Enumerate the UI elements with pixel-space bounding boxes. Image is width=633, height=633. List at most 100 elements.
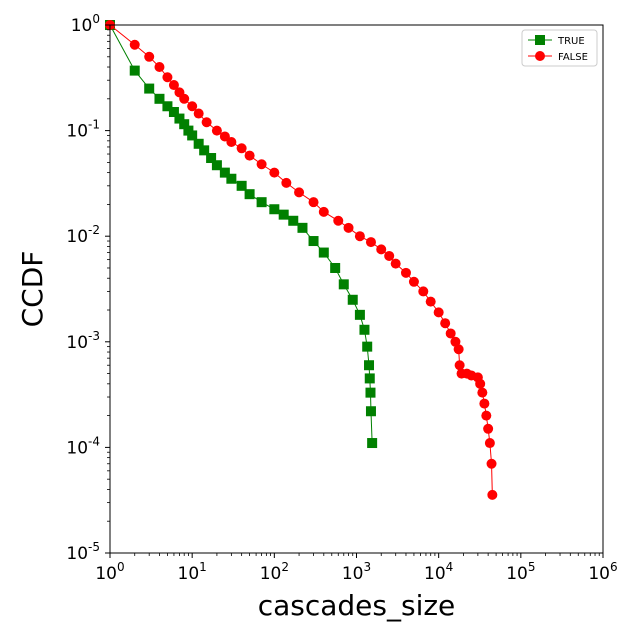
axes: 100 101 102 103 104 105 106 100 10-1 10-2 10-3 10-4…	[16, 12, 618, 622]
data-point	[318, 206, 329, 217]
data-point	[362, 341, 373, 352]
data-point	[486, 458, 497, 469]
data-point	[484, 438, 495, 449]
data-point	[219, 131, 230, 142]
y-tick-label: 10-1	[66, 118, 100, 142]
legend-marker-circle	[535, 51, 545, 61]
data-point	[347, 294, 358, 305]
data-point	[343, 222, 354, 233]
data-point	[479, 398, 490, 409]
data-point	[211, 160, 222, 171]
data-point	[376, 244, 387, 255]
data-point	[445, 328, 456, 339]
data-point	[359, 324, 370, 335]
data-point	[236, 180, 247, 191]
data-point	[475, 378, 486, 389]
series-line-false	[109, 24, 493, 495]
data-point	[433, 307, 444, 318]
data-point	[193, 108, 204, 119]
data-point	[308, 236, 319, 247]
data-point	[330, 262, 341, 273]
data-point	[168, 107, 179, 118]
data-point	[281, 177, 292, 188]
data-point	[226, 136, 237, 147]
data-point	[219, 167, 230, 178]
data-point	[179, 93, 190, 104]
x-tick-label: 103	[342, 560, 371, 584]
data-point	[278, 209, 289, 220]
data-point	[453, 344, 464, 355]
x-tick-label: 105	[506, 560, 535, 584]
data-point	[211, 125, 222, 136]
data-point	[269, 167, 280, 178]
x-tick-label: 106	[588, 560, 617, 584]
data-point	[354, 309, 365, 320]
data-point	[450, 336, 461, 347]
data-point	[179, 119, 190, 130]
series-true	[105, 20, 378, 449]
data-point	[129, 65, 140, 76]
data-point	[364, 360, 375, 371]
data-point	[294, 187, 305, 198]
data-point	[384, 250, 395, 261]
data-point	[338, 279, 349, 290]
data-point	[425, 296, 436, 307]
data-point	[477, 387, 488, 398]
legend-label-true: TRUE	[557, 36, 585, 47]
series-false	[105, 20, 498, 500]
data-point	[365, 406, 376, 417]
data-point	[193, 138, 204, 149]
data-point	[318, 247, 329, 258]
data-point	[400, 267, 411, 278]
data-point	[365, 387, 376, 398]
data-point	[483, 423, 494, 434]
y-tick-label: 10-3	[66, 329, 100, 353]
data-point	[269, 204, 280, 215]
data-point	[154, 93, 165, 104]
data-point	[481, 410, 492, 421]
data-point	[308, 197, 319, 208]
x-tick-label: 102	[260, 560, 289, 584]
data-point	[154, 62, 165, 73]
data-point	[364, 373, 375, 384]
data-point	[168, 80, 179, 91]
data-point	[390, 258, 401, 269]
x-tick-label: 101	[178, 560, 207, 584]
x-tick-label: 100	[95, 560, 124, 584]
data-point	[333, 215, 344, 226]
data-point	[206, 153, 217, 164]
legend: TRUE FALSE	[521, 29, 598, 67]
x-tick-label: 104	[424, 560, 453, 584]
plot-frame	[109, 24, 604, 554]
data-point	[354, 231, 365, 242]
data-point	[201, 117, 212, 128]
data-point	[256, 197, 267, 208]
data-point	[199, 145, 210, 156]
data-point	[144, 83, 155, 94]
data-point	[162, 72, 173, 83]
data-point	[408, 276, 419, 287]
data-point	[226, 173, 237, 184]
data-point	[129, 39, 140, 50]
data-point	[418, 286, 429, 297]
y-tick-label: 100	[71, 12, 100, 36]
data-point	[244, 189, 255, 200]
data-point	[144, 51, 155, 62]
data-point	[367, 438, 378, 449]
data-point	[365, 237, 376, 248]
data-point	[162, 101, 173, 112]
y-tick-label: 10-5	[66, 540, 100, 564]
data-point	[187, 130, 198, 141]
data-point	[288, 215, 299, 226]
data-point	[244, 150, 255, 161]
y-tick-label: 10-4	[66, 434, 100, 458]
plot-area	[105, 20, 498, 500]
data-point	[236, 143, 247, 154]
data-point	[440, 318, 451, 329]
data-point	[487, 489, 498, 500]
data-point	[174, 113, 185, 124]
legend-label-false: FALSE	[558, 52, 588, 63]
data-point	[297, 222, 308, 233]
legend-marker-square	[535, 35, 545, 45]
